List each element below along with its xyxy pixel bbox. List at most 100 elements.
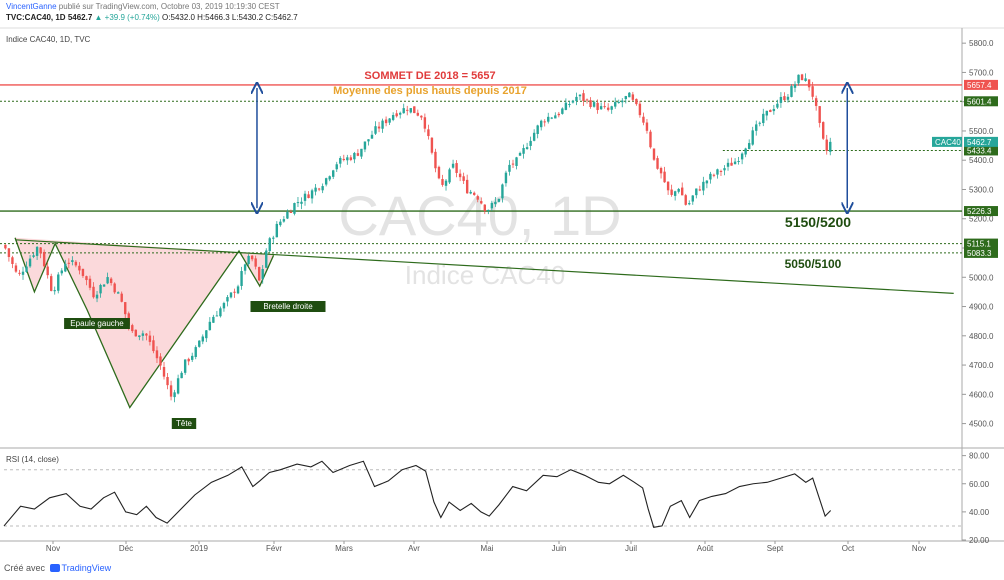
candle-body xyxy=(296,202,300,204)
candle-body xyxy=(25,266,28,272)
candle-body xyxy=(300,201,303,204)
author-link[interactable]: VincentGanne xyxy=(6,2,57,11)
candle-body xyxy=(811,86,814,97)
candle-body xyxy=(451,163,455,168)
candle-body xyxy=(822,122,825,139)
label-head-bg xyxy=(171,418,197,429)
candle-body xyxy=(116,292,120,294)
candle-body xyxy=(614,101,617,107)
candle-body xyxy=(243,264,247,271)
candle-body xyxy=(74,261,78,266)
candle-body xyxy=(381,120,384,129)
candle-body xyxy=(310,190,314,199)
candle-body xyxy=(159,356,162,366)
candle-body xyxy=(730,162,733,166)
candle-body xyxy=(166,376,169,386)
level-badge xyxy=(964,206,998,217)
candle-body xyxy=(769,109,772,113)
candle-body xyxy=(109,278,113,284)
candle-body xyxy=(374,126,377,134)
candle-body xyxy=(755,124,758,131)
candle-body xyxy=(95,294,99,299)
y-tick-label: 5800.0 xyxy=(969,39,994,48)
candle-body xyxy=(162,366,166,377)
candle-body xyxy=(691,195,694,202)
candle-body xyxy=(645,122,649,131)
footer-created: Créé avec xyxy=(4,563,46,573)
label-left-shoulder: Epaule gauche xyxy=(70,319,124,328)
candle-body xyxy=(511,163,515,165)
candle-body xyxy=(208,321,212,331)
candle-body xyxy=(194,347,197,357)
y-tick-label: 5200.0 xyxy=(969,215,994,224)
candle-body xyxy=(501,184,504,199)
candle-body xyxy=(134,329,138,337)
y-tick-label: 4700.0 xyxy=(969,361,994,370)
candle-body xyxy=(35,246,39,256)
pattern-area xyxy=(15,237,274,408)
candle-body xyxy=(522,148,525,154)
publish-info: VincentGanne publié sur TradingView.com,… xyxy=(6,2,280,11)
candle-body xyxy=(818,106,821,123)
candle-body xyxy=(673,191,677,196)
candle-body xyxy=(681,187,684,196)
candle-body xyxy=(642,116,645,123)
candle-body xyxy=(173,392,176,398)
symbol-name: TVC:CAC40, 1D xyxy=(6,13,66,22)
candle-body xyxy=(11,257,14,264)
candle-body xyxy=(571,100,575,103)
candle-body xyxy=(656,158,659,169)
candle-body xyxy=(705,180,709,184)
main-pane-label: Indice CAC40, 1D, TVC xyxy=(6,35,91,44)
candle-body xyxy=(564,102,568,110)
candle-body xyxy=(152,340,155,352)
candle-body xyxy=(7,248,11,257)
candle-body xyxy=(659,168,663,174)
candle-body xyxy=(402,108,405,114)
candle-body xyxy=(476,196,479,200)
symbol-badge xyxy=(932,136,962,147)
candle-body xyxy=(490,202,494,209)
candle-body xyxy=(448,169,451,183)
candle-body xyxy=(141,333,145,336)
candle-body xyxy=(257,267,261,281)
candle-body xyxy=(229,292,233,298)
y-tick-label: 5700.0 xyxy=(969,68,994,77)
x-tick-label: Mai xyxy=(481,544,494,553)
x-tick-label: Avr xyxy=(408,544,420,553)
candle-body xyxy=(360,148,363,157)
watermark-name: Indice CAC40 xyxy=(405,260,565,290)
candle-body xyxy=(39,247,42,254)
candle-body xyxy=(60,270,63,274)
level-badge xyxy=(964,247,998,258)
candle-body xyxy=(455,163,458,173)
candle-body xyxy=(723,168,726,171)
candle-body xyxy=(709,173,712,180)
candle-body xyxy=(335,164,338,170)
candle-body xyxy=(666,181,670,191)
candle-body xyxy=(688,203,691,205)
candle-body xyxy=(413,106,416,114)
candle-body xyxy=(529,140,532,146)
annotation-zone-2: 5050/5100 xyxy=(785,257,842,271)
candle-body xyxy=(779,96,783,103)
candle-body xyxy=(254,258,257,267)
candle-body xyxy=(737,160,740,162)
candle-body xyxy=(236,286,240,294)
candle-body xyxy=(317,188,321,190)
candle-body xyxy=(53,290,56,292)
level-badge-label: 5433.4 xyxy=(967,146,992,155)
candle-body xyxy=(180,372,183,379)
candles xyxy=(4,73,832,403)
candle-body xyxy=(124,302,127,315)
candle-body xyxy=(473,192,476,195)
candle-body xyxy=(222,303,226,309)
candle-body xyxy=(272,237,275,239)
footer-brand[interactable]: TradingView xyxy=(61,563,112,573)
candle-body xyxy=(363,141,367,150)
candle-body xyxy=(536,125,539,134)
candle-body xyxy=(814,98,818,106)
y-tick-label: 4600.0 xyxy=(969,390,994,399)
candle-body xyxy=(71,260,74,262)
